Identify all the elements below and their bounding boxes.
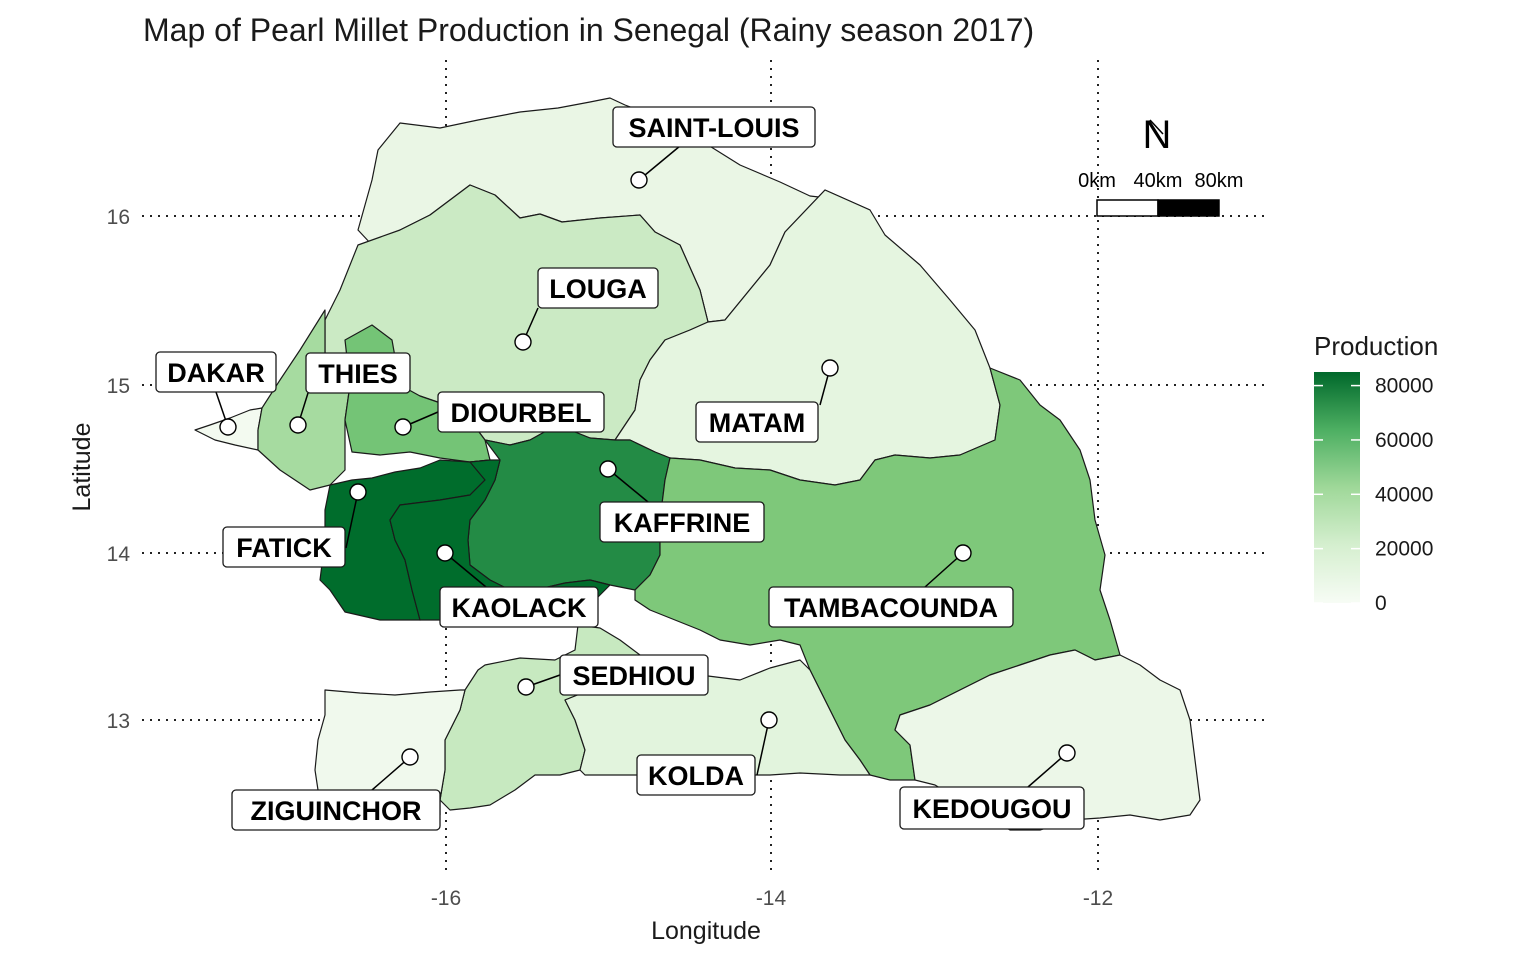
scale-label-1: 40km bbox=[1134, 170, 1183, 192]
legend-tick-label: 40000 bbox=[1375, 483, 1433, 506]
regions bbox=[194, 97, 1201, 831]
label-ziguinchor: ZIGUINCHOR bbox=[231, 748, 441, 831]
label-text-kaolack: KAOLACK bbox=[452, 593, 587, 623]
legend-tick-label: 0 bbox=[1375, 592, 1387, 615]
north-arrow-icon: N bbox=[1143, 113, 1172, 157]
label-text-sedhiou: SEDHIOU bbox=[572, 661, 695, 691]
region-labels: SAINT-LOUIS LOUGA DAKAR THIES DIOURBEL bbox=[155, 106, 1085, 831]
y-axis-title: Latitude bbox=[68, 423, 96, 512]
label-thies: THIES bbox=[289, 352, 411, 434]
label-kolda: KOLDA bbox=[636, 711, 778, 796]
label-text-saint-louis: SAINT-LOUIS bbox=[628, 113, 799, 143]
scale-label-2: 80km bbox=[1195, 170, 1244, 192]
legend-colorbar bbox=[1314, 372, 1360, 603]
label-text-dakar: DAKAR bbox=[167, 358, 265, 388]
label-text-tambacounda: TAMBACOUNDA bbox=[784, 593, 998, 623]
label-kedougou: KEDOUGOU bbox=[899, 744, 1085, 830]
label-matam: MATAM bbox=[695, 359, 839, 443]
label-text-matam: MATAM bbox=[709, 408, 805, 438]
label-text-kolda: KOLDA bbox=[648, 761, 744, 791]
label-fatick: FATICK bbox=[222, 483, 367, 568]
x-tick-1: -14 bbox=[756, 887, 787, 910]
y-tick-2: 15 bbox=[107, 375, 130, 398]
x-axis-title: Longitude bbox=[651, 917, 761, 945]
legend-title: Production bbox=[1314, 331, 1438, 361]
legend: Production 0 20000 40000 60000 80000 bbox=[1314, 331, 1438, 615]
label-kaffrine: KAFFRINE bbox=[599, 460, 765, 543]
label-text-thies: THIES bbox=[318, 359, 398, 389]
label-diourbel: DIOURBEL bbox=[394, 391, 605, 436]
y-tick-3: 16 bbox=[107, 206, 130, 229]
north-arrow: N bbox=[1143, 113, 1172, 157]
x-tick-0: -16 bbox=[431, 887, 461, 910]
label-dakar: DAKAR bbox=[155, 351, 277, 436]
label-text-kaffrine: KAFFRINE bbox=[614, 508, 751, 538]
x-tick-2: -12 bbox=[1083, 887, 1113, 910]
label-text-louga: LOUGA bbox=[549, 274, 647, 304]
legend-tick-label: 80000 bbox=[1375, 375, 1433, 398]
y-tick-0: 13 bbox=[107, 710, 130, 733]
label-text-kedougou: KEDOUGOU bbox=[912, 794, 1071, 824]
label-saint-louis: SAINT-LOUIS bbox=[612, 106, 816, 189]
label-text-fatick: FATICK bbox=[236, 533, 332, 563]
label-text-diourbel: DIOURBEL bbox=[451, 398, 592, 428]
scale-bar: 0km 40km 80km bbox=[1078, 170, 1244, 217]
legend-tick-label: 20000 bbox=[1375, 538, 1433, 561]
region-kaolack[interactable] bbox=[389, 459, 611, 621]
legend-tick-label: 60000 bbox=[1375, 429, 1433, 452]
chart-title: Map of Pearl Millet Production in Senega… bbox=[143, 12, 1034, 48]
scale-label-0: 0km bbox=[1078, 170, 1116, 192]
label-sedhiou: SEDHIOU bbox=[517, 654, 709, 696]
label-louga: LOUGA bbox=[514, 267, 659, 351]
label-text-ziguinchor: ZIGUINCHOR bbox=[251, 796, 422, 826]
label-tambacounda: TAMBACOUNDA bbox=[768, 544, 1014, 628]
label-kaolack: KAOLACK bbox=[436, 544, 599, 628]
region-thies[interactable] bbox=[257, 309, 351, 491]
y-tick-1: 14 bbox=[107, 543, 131, 566]
axis-ticks: -16 -14 -12 13 14 15 16 bbox=[107, 206, 1114, 910]
